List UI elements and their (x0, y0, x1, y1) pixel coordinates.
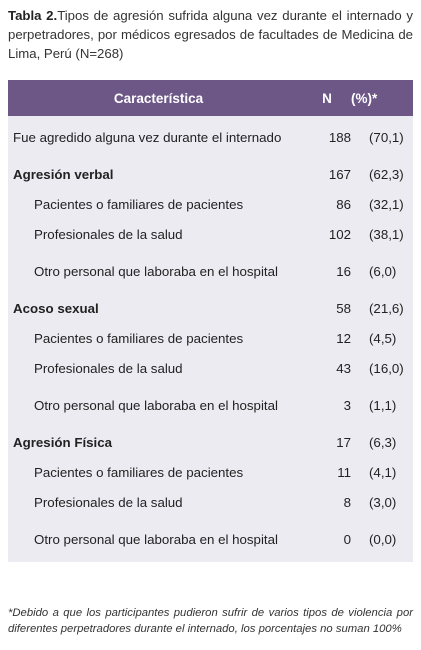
row-percent: (0,0) (369, 532, 397, 547)
row-percent: (32,1) (369, 197, 404, 212)
row-n: 58 (336, 301, 351, 316)
table-row: Acoso sexual 58 (21,6) (8, 294, 413, 324)
row-label: Acoso sexual (13, 301, 99, 316)
table-row: Otro personal que laboraba en el hospita… (8, 384, 413, 428)
row-label: Pacientes o familiares de pacientes (34, 331, 244, 346)
row-percent: (38,1) (369, 227, 404, 242)
row-label: Otro personal que laboraba en el hospita… (34, 264, 278, 279)
table-header: Característica N (%)* (8, 80, 413, 116)
row-percent: (3,0) (369, 495, 397, 510)
row-label: Otro personal que laboraba en el hospita… (34, 398, 278, 413)
row-label: Otro personal que laboraba en el hospita… (34, 532, 278, 547)
table-row: Agresión verbal 167 (62,3) (8, 160, 413, 190)
row-n: 188 (328, 130, 351, 145)
row-n: 17 (336, 435, 351, 450)
row-n: 8 (343, 495, 351, 510)
row-n: 11 (337, 465, 351, 480)
row-n: 16 (336, 264, 351, 279)
table-row: Agresión Física 17 (6,3) (8, 428, 413, 458)
row-percent: (16,0) (369, 361, 404, 376)
row-percent: (70,1) (369, 130, 404, 145)
row-n: 3 (343, 398, 351, 413)
row-n: 12 (336, 331, 351, 346)
row-percent: (62,3) (369, 167, 404, 182)
row-percent: (1,1) (369, 398, 397, 413)
row-label: Profesionales de la salud (34, 361, 183, 376)
row-label: Pacientes o familiares de pacientes (34, 197, 244, 212)
row-label: Fue agredido alguna vez durante el inter… (13, 130, 282, 145)
table-row: Pacientes o familiares de pacientes 11 (4,… (8, 458, 413, 488)
table-footnote: *Debido a que los participantes pudieron… (8, 607, 413, 635)
row-percent: (6,0) (369, 264, 397, 279)
row-label: Pacientes o familiares de pacientes (34, 465, 244, 480)
row-percent: (4,5) (369, 331, 397, 346)
table-row: Fue agredido alguna vez durante el inter… (8, 116, 413, 160)
table-title: Tipos de agresión sufrida alguna vez dur… (8, 8, 413, 61)
row-n: 167 (328, 167, 351, 182)
row-label: Agresión verbal (13, 167, 114, 182)
row-n: 43 (336, 361, 351, 376)
row-n: 102 (328, 227, 351, 242)
header-characteristic: Característica (113, 90, 204, 106)
row-percent: (6,3) (369, 435, 397, 450)
table-row: Otro personal que laboraba en el hospita… (8, 250, 413, 294)
table-caption: Tabla 2.Tipos de agresión sufrida alguna… (8, 6, 413, 63)
row-percent: (4,1) (369, 465, 397, 480)
table-row: Pacientes o familiares de pacientes 12 (4,… (8, 324, 413, 354)
row-label: Profesionales de la salud (34, 227, 183, 242)
data-table: Característica N (%)* Fue agredido algun… (8, 80, 413, 562)
row-percent: (21,6) (369, 301, 404, 316)
row-n: 0 (343, 532, 351, 547)
row-n: 86 (336, 197, 351, 212)
row-label: Agresión Física (13, 435, 113, 450)
table-row: Profesionales de la salud 102 (38,1) (8, 220, 413, 250)
table-row: Profesionales de la salud 8 (3,0) (8, 488, 413, 518)
row-label: Profesionales de la salud (34, 495, 183, 510)
header-n: N (322, 90, 332, 106)
table-body: Fue agredido alguna vez durante el inter… (8, 116, 413, 562)
table-row: Pacientes o familiares de pacientes 86 (32… (8, 190, 413, 220)
table-label: Tabla 2. (8, 8, 58, 23)
table-row: Otro personal que laboraba en el hospita… (8, 518, 413, 562)
header-percent: (%)* (351, 90, 378, 106)
table-row: Profesionales de la salud 43 (16,0) (8, 354, 413, 384)
